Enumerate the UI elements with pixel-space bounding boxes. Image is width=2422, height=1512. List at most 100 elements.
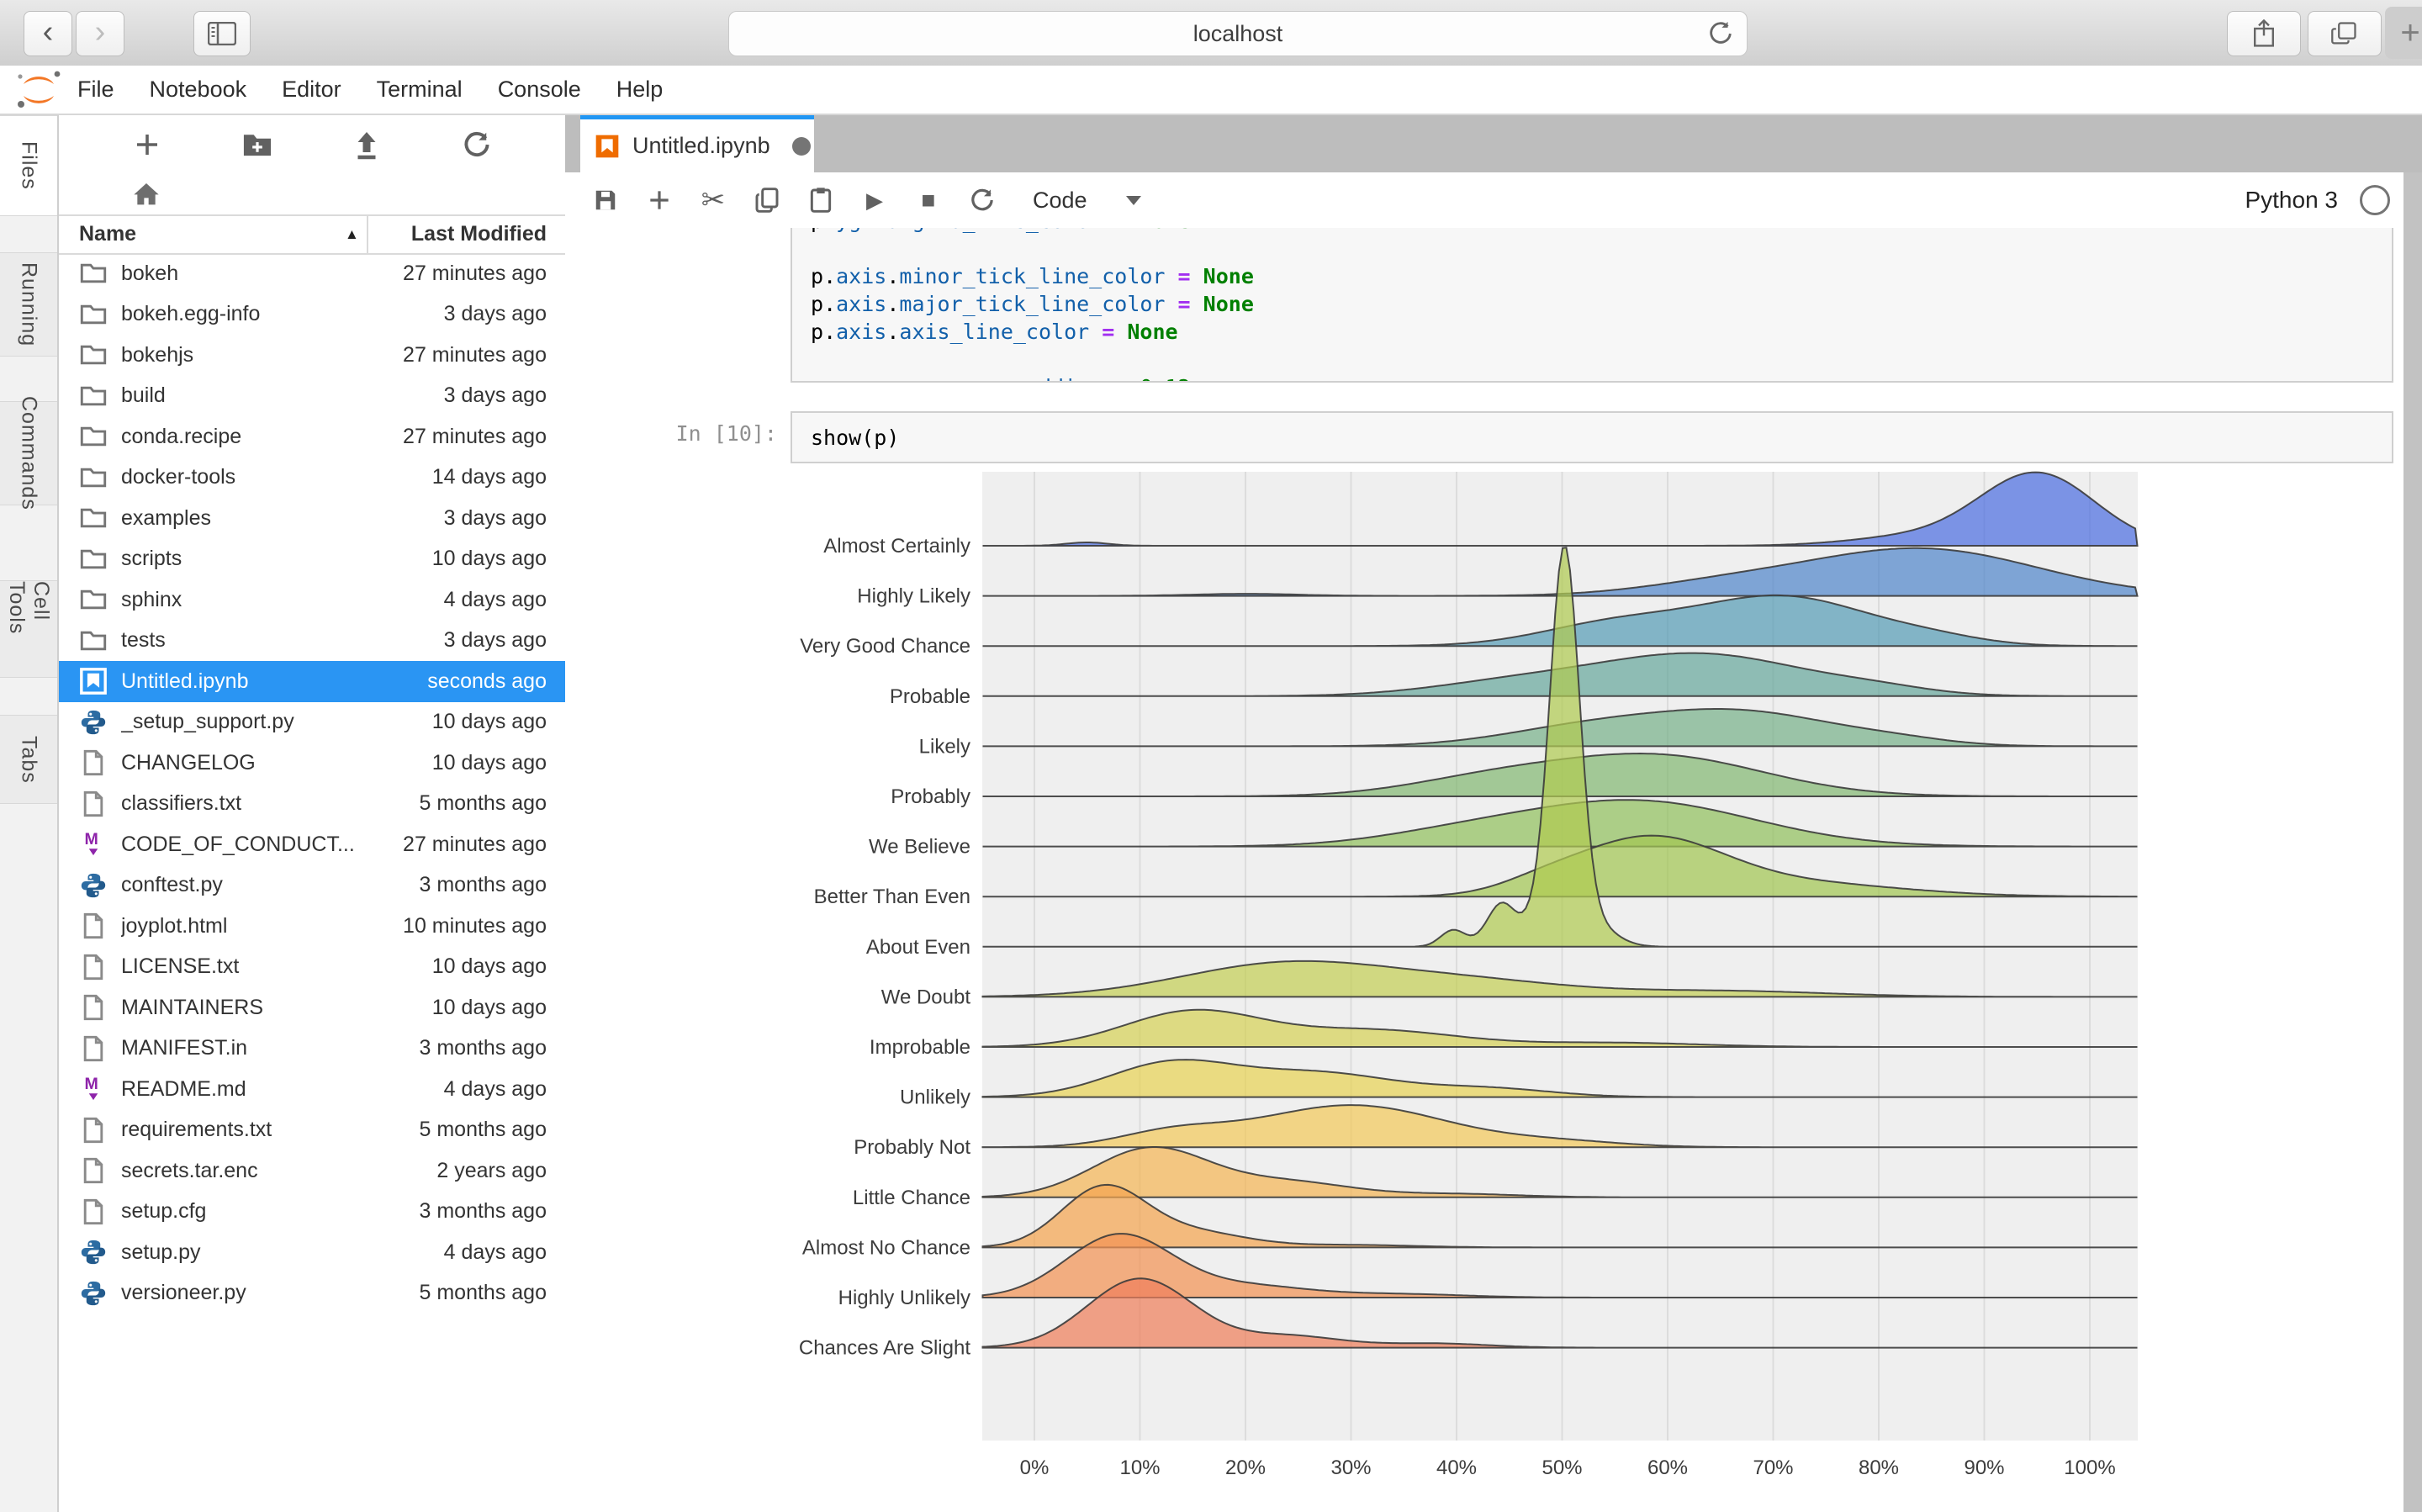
restart-kernel-button[interactable] <box>955 180 1009 220</box>
file-row-code-of-conduct-[interactable]: M CODE_OF_CONDUCT... 27 minutes ago <box>59 824 565 865</box>
cell-type-dropdown[interactable]: Code <box>1033 188 1087 214</box>
y-category-label: We Doubt <box>881 986 971 1008</box>
file-name: MANIFEST.in <box>121 1036 420 1060</box>
menu-help[interactable]: Help <box>616 77 664 103</box>
insert-cell-button[interactable] <box>632 180 686 220</box>
file-icon: M <box>79 1116 108 1145</box>
file-name: README.md <box>121 1077 444 1102</box>
browser-sidebar-toggle-button[interactable] <box>193 11 251 56</box>
chevron-down-icon[interactable] <box>1126 196 1141 205</box>
folder-icon: M <box>79 382 108 410</box>
file-name: versioneer.py <box>121 1281 420 1305</box>
file-row-versioneer-py[interactable]: M versioneer.py 5 months ago <box>59 1273 565 1314</box>
file-row-bokeh-egg-info[interactable]: M bokeh.egg-info 3 days ago <box>59 294 565 336</box>
sidebar-tab-running[interactable]: Running <box>0 252 57 357</box>
file-row-license-txt[interactable]: M LICENSE.txt 10 days ago <box>59 947 565 988</box>
menu-console[interactable]: Console <box>498 77 581 103</box>
file-modified-time: 3 days ago <box>444 506 547 531</box>
new-launcher-button[interactable] <box>128 125 167 164</box>
code-cell-input-show[interactable]: show(p) <box>791 411 2393 463</box>
file-name: _setup_support.py <box>121 710 432 734</box>
y-category-label: Little Chance <box>853 1187 970 1209</box>
upload-button[interactable] <box>347 125 386 164</box>
file-icon: M <box>79 912 108 940</box>
kernel-name[interactable]: Python 3 <box>2245 187 2338 214</box>
code-line: p.axis.minor_tick_line_color = None <box>811 262 2392 290</box>
file-modified-time: 4 days ago <box>444 588 547 612</box>
interrupt-kernel-button[interactable]: ■ <box>902 180 955 220</box>
sidebar-tab-tabs[interactable]: Tabs <box>0 715 57 804</box>
copy-cells-button[interactable] <box>740 180 794 220</box>
column-header-name[interactable]: Name <box>79 222 136 246</box>
sidebar-tab-files[interactable]: Files <box>0 115 57 216</box>
run-cell-button[interactable]: ▶ <box>848 180 902 220</box>
notebook-scrollbar[interactable] <box>2403 172 2422 1512</box>
sidebar-tab-label: Files <box>17 141 41 190</box>
file-row-examples[interactable]: M examples 3 days ago <box>59 498 565 539</box>
file-row-readme-md[interactable]: M README.md 4 days ago <box>59 1069 565 1110</box>
file-row-changelog[interactable]: M CHANGELOG 10 days ago <box>59 743 565 784</box>
file-row-secrets-tar-enc[interactable]: M secrets.tar.enc 2 years ago <box>59 1150 565 1192</box>
sort-ascending-icon[interactable]: ▲ <box>345 226 359 243</box>
url-bar[interactable]: localhost <box>728 11 1748 56</box>
file-row--setup-support-py[interactable]: M _setup_support.py 10 days ago <box>59 702 565 743</box>
file-name: bokehjs <box>121 343 403 367</box>
save-button[interactable] <box>579 180 632 220</box>
file-row-setup-py[interactable]: M setup.py 4 days ago <box>59 1232 565 1273</box>
stop-icon: ■ <box>922 187 936 214</box>
file-row-joyplot-html[interactable]: M joyplot.html 10 minutes ago <box>59 906 565 947</box>
file-row-manifest-in[interactable]: M MANIFEST.in 3 months ago <box>59 1028 565 1070</box>
cut-cells-button[interactable]: ✂ <box>686 180 740 220</box>
reload-button[interactable] <box>1706 19 1735 54</box>
code-line: show(p) <box>811 424 2392 452</box>
paste-cells-button[interactable] <box>794 180 848 220</box>
browser-new-tab-button[interactable]: + <box>2385 7 2422 59</box>
file-row-setup-cfg[interactable]: M setup.cfg 3 months ago <box>59 1192 565 1233</box>
y-category-label: Chances Are Slight <box>799 1337 970 1360</box>
new-folder-button[interactable] <box>238 125 277 164</box>
file-row-bokehjs[interactable]: M bokehjs 27 minutes ago <box>59 335 565 376</box>
file-row-classifiers-txt[interactable]: M classifiers.txt 5 months ago <box>59 784 565 825</box>
file-row-bokeh[interactable]: M bokeh 27 minutes ago <box>59 253 565 294</box>
code-cell-input[interactable]: p.ygrid.grid_line_color = None p.axis.mi… <box>791 228 2393 383</box>
browser-share-button[interactable] <box>2227 11 2301 56</box>
file-modified-time: 10 days ago <box>432 996 547 1020</box>
file-row-scripts[interactable]: M scripts 10 days ago <box>59 539 565 580</box>
refresh-file-list-button[interactable] <box>457 125 496 164</box>
browser-tab-overview-button[interactable] <box>2308 11 2382 56</box>
file-row-sphinx[interactable]: M sphinx 4 days ago <box>59 579 565 621</box>
menu-notebook[interactable]: Notebook <box>150 77 247 103</box>
file-row-build[interactable]: M build 3 days ago <box>59 376 565 417</box>
plus-icon <box>646 187 673 214</box>
file-name: docker-tools <box>121 465 432 489</box>
sidebar-tab-commands[interactable]: Commands <box>0 401 57 505</box>
file-row-conda-recipe[interactable]: M conda.recipe 27 minutes ago <box>59 416 565 457</box>
code-line: p.axis.axis_line_color = None <box>811 318 2392 346</box>
file-modified-time: 3 months ago <box>420 873 547 897</box>
sidebar-tab-cell-tools[interactable]: Cell Tools <box>0 580 57 678</box>
file-row-conftest-py[interactable]: M conftest.py 3 months ago <box>59 865 565 907</box>
x-tick-label: 20% <box>1225 1456 1266 1479</box>
app-main: Files Running Commands Cell Tools Tabs <box>0 115 2422 1512</box>
tab-overview-icon <box>2330 20 2359 47</box>
file-row-tests[interactable]: M tests 3 days ago <box>59 621 565 662</box>
file-name: CODE_OF_CONDUCT... <box>121 833 403 857</box>
notebook-tab-untitled[interactable]: Untitled.ipynb <box>580 115 814 172</box>
file-row-docker-tools[interactable]: M docker-tools 14 days ago <box>59 457 565 499</box>
browser-forward-button[interactable]: › <box>76 11 124 56</box>
menu-editor[interactable]: Editor <box>282 77 341 103</box>
copy-icon <box>754 187 780 214</box>
file-list: M bokeh 27 minutes ago M bokeh.egg-info … <box>59 253 565 1512</box>
file-row-maintainers[interactable]: M MAINTAINERS 10 days ago <box>59 987 565 1028</box>
menu-file[interactable]: File <box>77 77 114 103</box>
file-row-untitled-ipynb[interactable]: M Untitled.ipynb seconds ago <box>59 661 565 702</box>
menu-terminal[interactable]: Terminal <box>377 77 463 103</box>
browser-back-button[interactable]: ‹ <box>24 11 72 56</box>
file-icon: M <box>79 748 108 777</box>
share-icon <box>2251 19 2277 49</box>
column-header-last-modified[interactable]: Last Modified <box>411 222 547 246</box>
x-tick-label: 80% <box>1859 1456 1899 1479</box>
notebook-tab-label: Untitled.ipynb <box>632 133 770 159</box>
file-row-requirements-txt[interactable]: M requirements.txt 5 months ago <box>59 1110 565 1151</box>
home-breadcrumb-button[interactable] <box>133 195 160 209</box>
